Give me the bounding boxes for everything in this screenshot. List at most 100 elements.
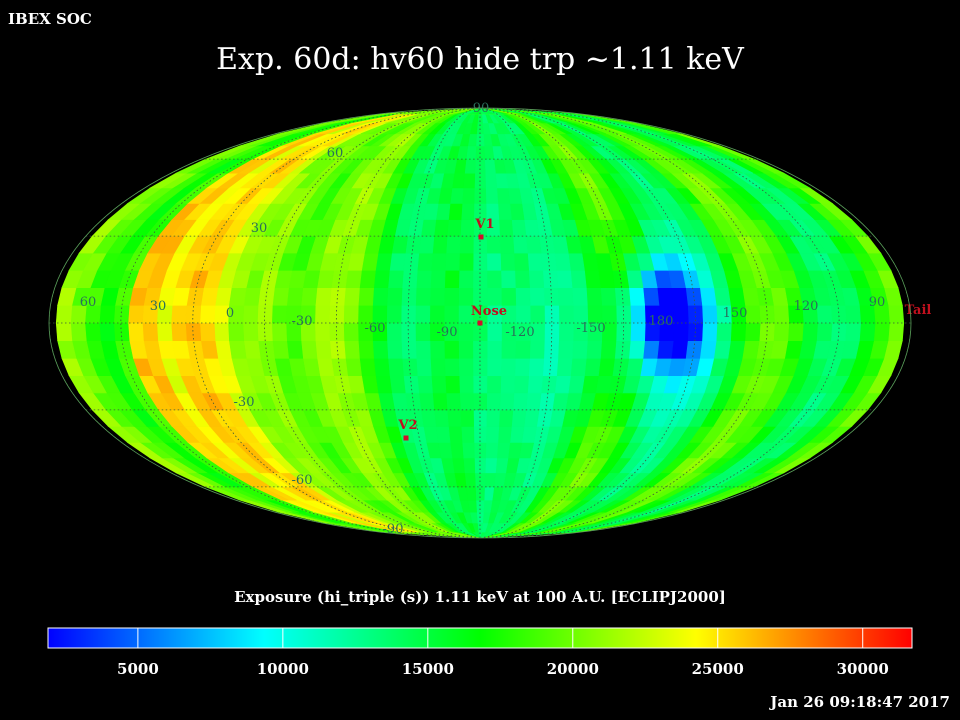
exposure-cell <box>844 322 862 342</box>
exposure-cell <box>701 304 718 324</box>
exposure-cell <box>415 269 432 289</box>
exposure-cell <box>625 269 644 289</box>
marker-v2-dot <box>403 435 409 441</box>
exposure-cell <box>484 472 496 488</box>
exposure-cell <box>462 457 476 474</box>
exposure-cell <box>540 375 557 394</box>
longitude-label: 0 <box>226 306 234 321</box>
exposure-cell <box>515 287 531 306</box>
exposure-cell <box>727 287 746 306</box>
exposure-cell <box>257 340 275 359</box>
exposure-cell <box>300 287 318 306</box>
exposure-cell <box>199 322 216 342</box>
exposure-cell <box>500 287 517 306</box>
exposure-cell <box>443 304 459 324</box>
exposure-cell <box>357 340 375 359</box>
longitude-label: -30 <box>292 314 313 329</box>
exposure-cell <box>656 287 674 306</box>
exposure-cell <box>458 375 474 394</box>
exposure-cell <box>730 322 747 342</box>
exposure-cell <box>551 235 569 254</box>
exposure-cell <box>459 219 475 237</box>
exposure-cell <box>486 287 502 306</box>
exposure-cell <box>386 322 402 342</box>
exposure-cell <box>359 357 376 377</box>
exposure-cell <box>459 409 475 427</box>
exposure-cell <box>713 287 731 306</box>
exposure-cell <box>443 287 460 306</box>
exposure-cell <box>629 322 646 342</box>
exposure-cell <box>509 203 525 220</box>
exposure-cell <box>483 486 495 501</box>
exposure-cell <box>511 409 527 427</box>
exposure-cell <box>401 269 418 289</box>
exposure-cell <box>372 287 389 306</box>
exposure-cell <box>459 235 474 254</box>
exposure-cell <box>873 322 890 342</box>
exposure-cell <box>429 287 445 306</box>
exposure-cell <box>486 340 502 359</box>
longitude-label: -60 <box>365 321 386 336</box>
exposure-cell <box>389 375 406 394</box>
exposure-cell <box>614 287 631 306</box>
exposure-cell <box>523 409 540 427</box>
longitude-label: 60 <box>80 295 97 310</box>
exposure-cell <box>271 304 288 324</box>
org-label: IBEX SOC <box>8 10 92 28</box>
longitude-label: 30 <box>150 299 167 314</box>
exposure-cell <box>672 304 689 324</box>
exposure-cell <box>444 375 460 394</box>
exposure-cell <box>495 172 509 189</box>
colorbar-tick-label: 15000 <box>401 660 454 678</box>
exposure-cell <box>496 187 511 204</box>
exposure-cell <box>500 340 517 359</box>
latitude-label: -90 <box>383 522 404 537</box>
exposure-cell <box>523 219 540 237</box>
exposure-cell <box>449 187 464 204</box>
longitude-label: 90 <box>869 295 886 310</box>
exposure-cell <box>558 322 574 342</box>
exposure-cell <box>485 426 500 443</box>
exposure-cell <box>486 392 501 411</box>
exposure-cell <box>600 340 617 359</box>
exposure-cell <box>345 357 362 377</box>
exposure-cell <box>515 340 531 359</box>
exposure-cell <box>500 252 516 271</box>
exposure-cell <box>98 304 116 324</box>
exposure-cell <box>538 235 556 254</box>
exposure-cell <box>496 442 511 459</box>
exposure-cell <box>642 340 660 359</box>
exposure-cell <box>314 322 331 342</box>
exposure-cell <box>556 357 573 377</box>
longitude-label: 180 <box>649 314 674 329</box>
exposure-cell <box>512 392 528 411</box>
exposure-cell <box>497 426 512 443</box>
exposure-cell <box>314 287 332 306</box>
exposure-cell <box>343 287 360 306</box>
exposure-cell <box>84 322 101 342</box>
exposure-cell <box>430 269 446 289</box>
exposure-cell <box>584 269 601 289</box>
exposure-cell <box>773 304 790 324</box>
exposure-cell <box>403 375 420 394</box>
exposure-cell <box>485 442 499 459</box>
exposure-cell <box>497 203 512 220</box>
exposure-cell <box>329 287 346 306</box>
longitude-label: -150 <box>576 321 605 336</box>
exposure-cell <box>418 235 435 254</box>
exposure-cell <box>515 304 531 324</box>
exposure-cell <box>373 269 390 289</box>
exposure-cell <box>271 322 288 342</box>
exposure-cell <box>127 322 144 342</box>
exposure-cell <box>286 340 304 359</box>
exposure-cell <box>509 426 525 443</box>
exposure-cell <box>556 269 573 289</box>
exposure-cell <box>715 322 732 342</box>
exposure-cell <box>185 322 202 342</box>
exposure-cell <box>486 322 502 342</box>
exposure-cell <box>625 357 644 377</box>
exposure-cell <box>416 252 433 271</box>
exposure-cell <box>415 340 431 359</box>
exposure-cell <box>486 235 501 254</box>
